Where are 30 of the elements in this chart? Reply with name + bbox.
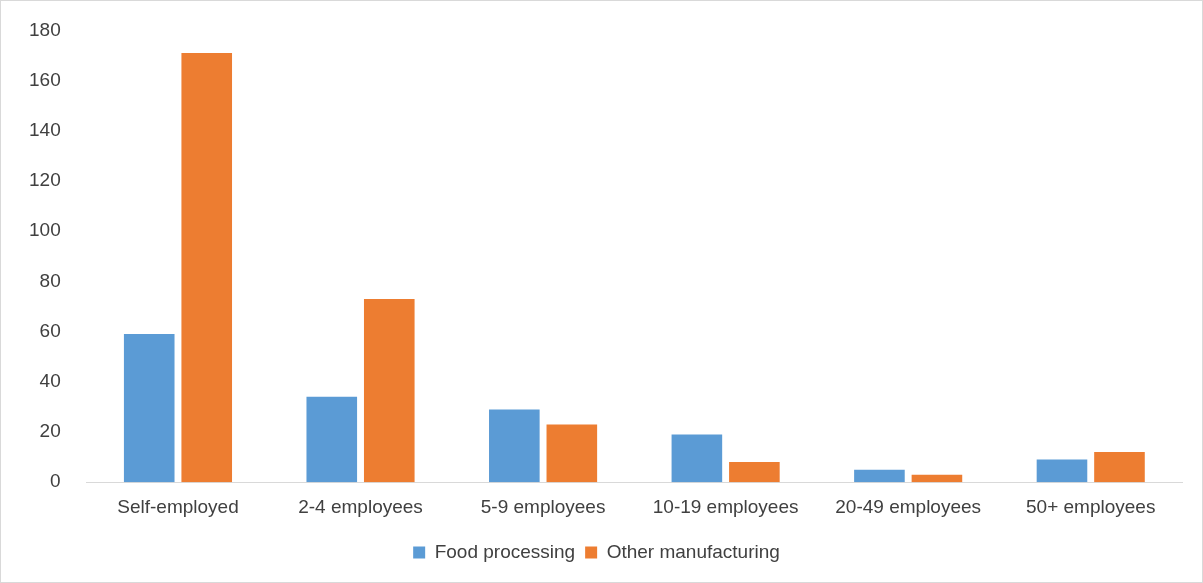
bar — [181, 52, 233, 483]
y-tick-label: 100 — [29, 219, 61, 241]
bar — [854, 469, 905, 483]
y-tick-label: 120 — [29, 169, 61, 191]
y-tick-label: 140 — [29, 119, 61, 141]
y-tick-label: 180 — [29, 18, 61, 40]
y-tick-label: 40 — [39, 370, 61, 392]
bar — [1094, 452, 1145, 483]
bar — [911, 474, 963, 483]
x-tick-label: 5-9 employees — [480, 495, 606, 517]
bar — [729, 462, 780, 483]
bar — [671, 434, 723, 483]
x-tick-label: 20-49 employees — [835, 495, 982, 517]
x-tick-label: Self-employed — [117, 495, 239, 517]
bar — [489, 409, 540, 483]
y-tick-label: 80 — [39, 269, 61, 291]
legend-label: Food processing — [434, 540, 576, 562]
x-tick-label: 2-4 employees — [298, 495, 423, 517]
x-tick-label: 50+ employees — [1026, 495, 1156, 517]
bar — [123, 334, 175, 483]
bar — [546, 424, 598, 483]
bar — [1036, 459, 1088, 483]
y-tick-label: 160 — [29, 68, 61, 90]
bar — [306, 396, 358, 483]
legend-label: Other manufacturing — [606, 540, 780, 562]
y-tick-label: 20 — [39, 420, 61, 442]
x-tick-label: 10-19 employees — [652, 495, 799, 517]
y-tick-label: 0 — [50, 470, 61, 492]
bar — [363, 298, 415, 483]
y-tick-label: 60 — [39, 319, 61, 341]
